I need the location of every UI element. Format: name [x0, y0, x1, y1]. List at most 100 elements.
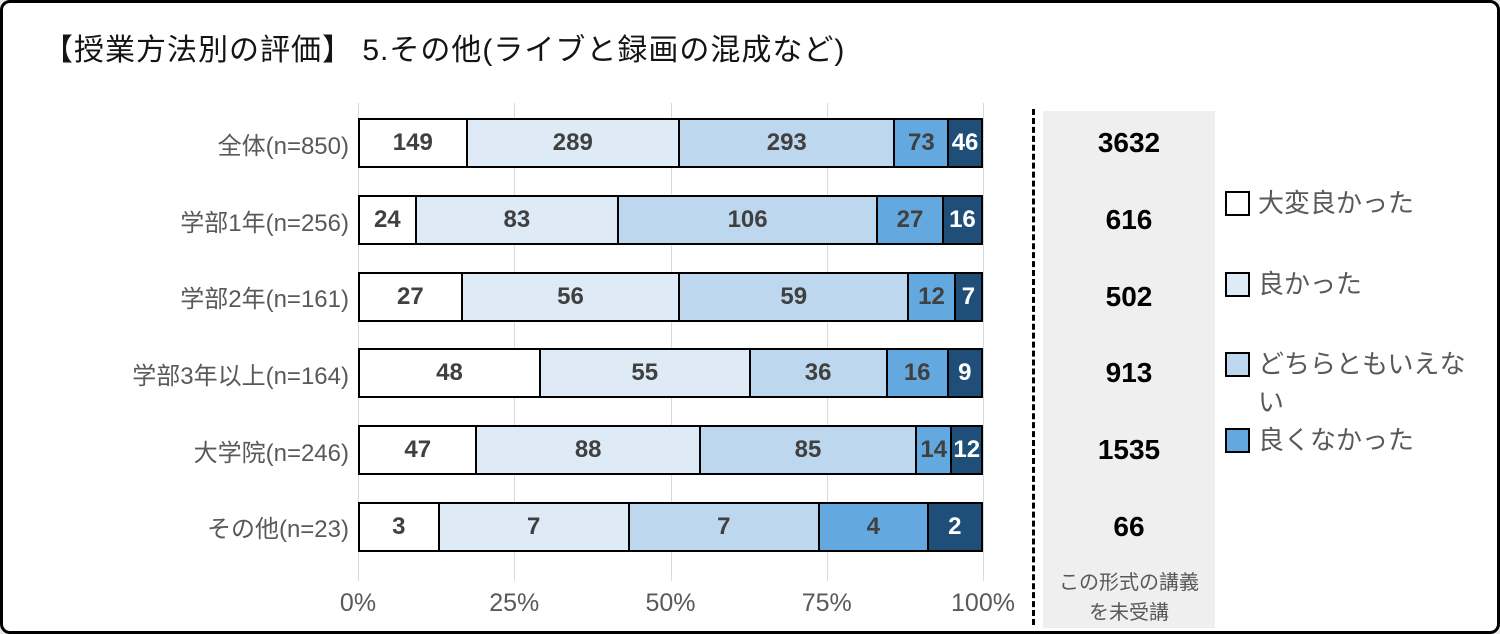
bar-value-label: 47 — [404, 436, 432, 464]
bar-value-label: 16 — [903, 359, 931, 387]
bar-row: 48 55 36 16 9 — [358, 335, 983, 412]
unshown-count: 1535 — [1097, 434, 1161, 466]
bar-value-label: 56 — [557, 282, 584, 310]
legend: 大変良かった良かったどちらともいえない良くなかった — [1225, 185, 1487, 459]
gridline — [826, 103, 828, 581]
unshown-panel-note: この形式の講義 を未受講 — [1041, 568, 1217, 628]
bar-value-label: 7 — [961, 282, 976, 310]
legend-swatch-icon — [1225, 352, 1250, 378]
bar-value-label: 3 — [392, 512, 406, 540]
x-axis-tick-label: 0% — [339, 589, 377, 617]
bar-segment: 16 — [887, 348, 949, 399]
unshown-count: 3632 — [1097, 127, 1161, 159]
bar-segment: 149 — [358, 118, 468, 169]
bar-value-label: 16 — [949, 206, 976, 233]
bar-value-label: 2 — [948, 512, 962, 540]
bar-segment: 12 — [952, 425, 983, 476]
bar-segment: 293 — [680, 118, 896, 169]
stacked-bar: 27 56 59 12 7 — [358, 271, 983, 322]
bar-segment: 85 — [700, 425, 917, 476]
gridline — [358, 103, 359, 581]
gridline — [670, 103, 672, 581]
unshown-panel-background — [1043, 111, 1215, 628]
legend-item: どちらともいえない — [1225, 346, 1487, 421]
legend-label: どちらともいえない — [1258, 349, 1466, 418]
category-label: 学部2年(n=161) — [180, 286, 349, 314]
bar-value-label: 7 — [526, 512, 541, 540]
chart-title: 【授業方法別の評価】 5.その他(ライブと録画の混成など) — [43, 34, 846, 67]
bar-segment: 7 — [629, 501, 820, 552]
stacked-bar: 149 289 293 73 46 — [358, 118, 983, 169]
unshown-count: 913 — [1105, 357, 1153, 389]
bar-value-label: 289 — [552, 129, 593, 157]
plot-gridlines — [358, 103, 984, 581]
bar-value-label: 106 — [727, 206, 768, 233]
bar-value-label: 73 — [907, 129, 935, 157]
bar-value-label: 9 — [958, 359, 972, 387]
bar-value-label: 149 — [392, 129, 433, 157]
bar-segment: 106 — [619, 195, 878, 245]
bar-value-label: 12 — [953, 436, 981, 464]
bar-segment: 88 — [477, 425, 701, 476]
bar-value-label: 12 — [918, 282, 945, 310]
bar-value-label: 27 — [896, 206, 924, 233]
bar-segment: 3 — [358, 501, 440, 552]
separator-dashed-line — [1032, 109, 1035, 625]
unshown-panel-values: 3632 616 502 913 1535 66 — [1043, 105, 1215, 565]
x-axis-tick-label: 50% — [645, 589, 696, 617]
bar-value-label: 293 — [766, 129, 807, 157]
bar-segment: 55 — [540, 348, 751, 399]
bar-value-label: 7 — [717, 512, 731, 540]
bar-value-label: 59 — [780, 282, 808, 310]
bar-row: 3 7 7 4 2 — [358, 488, 983, 565]
bar-value-label: 36 — [804, 359, 832, 387]
legend-item: 良くなかった — [1225, 422, 1487, 460]
bar-value-label: 85 — [794, 436, 822, 464]
category-label: 大学院(n=246) — [193, 439, 349, 467]
x-axis-tick-label: 75% — [801, 589, 852, 617]
bar-segment: 36 — [750, 348, 888, 399]
bar-row: 27 56 59 12 7 — [358, 258, 983, 335]
bar-segment: 7 — [439, 501, 630, 552]
category-label: 学部1年(n=256) — [180, 209, 349, 237]
category-axis: 全体(n=850) 学部1年(n=256) 学部2年(n=161) 学部3年以上(n=… — [23, 105, 349, 565]
bar-segment: 9 — [948, 348, 983, 399]
stacked-bar: 48 55 36 16 9 — [358, 348, 983, 399]
legend-label: 良かった — [1258, 268, 1363, 299]
x-axis: 0% 25% 50% 75% 100% — [340, 589, 1015, 623]
x-axis-tick-label: 100% — [951, 589, 1015, 617]
unshown-note-line2: を未受講 — [1089, 602, 1169, 624]
legend-swatch-icon — [1225, 191, 1250, 216]
bar-segment: 27 — [358, 271, 463, 322]
legend-item: 大変良かった — [1225, 185, 1487, 223]
bar-segment: 47 — [358, 425, 478, 476]
bar-value-label: 24 — [373, 206, 401, 233]
bar-segment: 48 — [358, 348, 541, 399]
gridline — [983, 103, 984, 581]
plot-area: 149 289 293 73 46 24 83 106 27 16 27 56 59 12 7 48 55 36 1… — [358, 105, 983, 565]
bar-value-label: 27 — [397, 282, 424, 310]
bar-row: 47 88 85 14 12 — [358, 412, 983, 489]
stacked-bar: 47 88 85 14 12 — [358, 425, 983, 476]
bar-segment: 56 — [462, 271, 681, 322]
x-axis-tick-label: 25% — [489, 589, 540, 617]
bar-segment: 4 — [819, 501, 929, 552]
bar-segment: 289 — [467, 118, 681, 169]
unshown-count: 616 — [1105, 204, 1153, 235]
bar-segment: 27 — [878, 195, 944, 245]
legend-item: 良かった — [1225, 266, 1487, 304]
unshown-note-line1: この形式の講義 — [1059, 572, 1199, 594]
unshown-count: 66 — [1113, 510, 1145, 542]
bar-value-label: 83 — [503, 206, 531, 233]
bar-segment: 46 — [949, 118, 983, 169]
category-label: 学部3年以上(n=164) — [132, 362, 349, 390]
stacked-bar: 3 7 7 4 2 — [358, 501, 983, 552]
bar-segment: 7 — [955, 271, 983, 322]
bar-segment: 16 — [943, 195, 983, 245]
bar-value-label: 88 — [574, 436, 602, 464]
category-label: その他(n=23) — [206, 516, 349, 544]
legend-swatch-icon — [1225, 427, 1250, 453]
bar-segment: 12 — [909, 271, 956, 322]
unshown-count: 502 — [1105, 280, 1153, 312]
